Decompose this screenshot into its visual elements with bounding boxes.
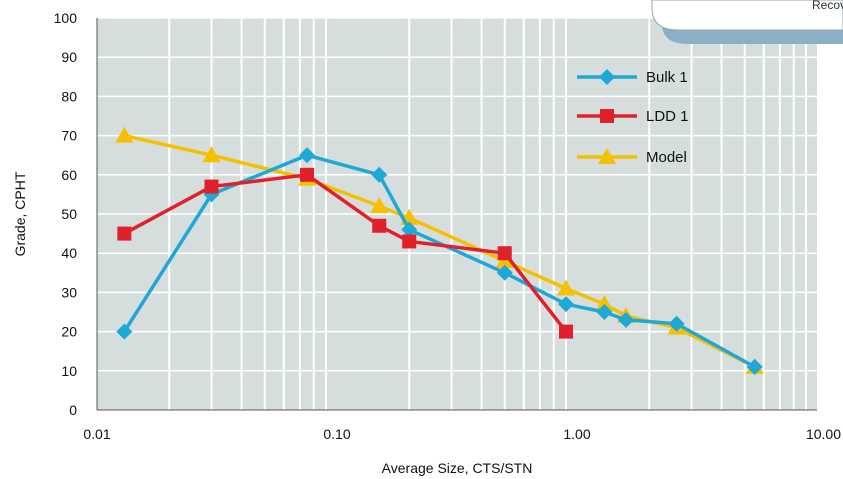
data-point-model: [370, 197, 389, 214]
series-bulk-1: [116, 147, 763, 375]
data-point-bulk-1: [371, 166, 388, 183]
legend-label: Model: [646, 149, 687, 166]
data-point-model: [595, 295, 614, 312]
data-point-ldd-1: [204, 179, 219, 194]
data-point-bulk-1: [617, 311, 634, 328]
legend-marker: [600, 109, 614, 123]
data-point-bulk-1: [668, 315, 685, 332]
x-tick-label: 0.10: [323, 426, 350, 442]
x-tick-label: 1.00: [563, 426, 590, 442]
series-ldd-1: [117, 167, 574, 339]
y-axis-title: Grade, CPHT: [12, 171, 28, 256]
y-tick-label: 40: [61, 245, 77, 261]
data-point-model: [202, 146, 221, 163]
y-tick-label: 60: [61, 167, 77, 183]
data-point-bulk-1: [558, 296, 575, 313]
legend-item: LDD 1: [577, 108, 689, 125]
data-point-bulk-1: [496, 264, 513, 281]
data-point-ldd-1: [402, 234, 417, 249]
data-point-bulk-1: [116, 323, 133, 340]
data-point-bulk-1: [596, 304, 613, 320]
legend-item: Bulk 1: [577, 69, 688, 86]
y-tick-label: 0: [69, 402, 77, 418]
data-point-ldd-1: [300, 167, 315, 182]
x-tick-label: 0.01: [83, 426, 110, 442]
x-tick-label: 10.00: [806, 426, 841, 442]
y-tick-label: 100: [54, 10, 78, 26]
y-tick-label: 50: [61, 206, 77, 222]
data-point-ldd-1: [497, 246, 512, 261]
data-point-bulk-1: [401, 221, 418, 238]
y-tick-label: 80: [61, 88, 77, 104]
legend: Bulk 1 LDD 1 Model: [577, 69, 689, 166]
data-point-ldd-1: [372, 218, 387, 233]
legend-item: Model: [577, 148, 687, 166]
axis-layer: 0 10 20 30 40 50 60 70 80 90 100 0.01 0.10 1.00 10.00: [54, 10, 842, 442]
y-tick-label: 30: [61, 284, 77, 300]
data-point-model: [115, 126, 134, 143]
callout-text: Recov: [812, 0, 843, 12]
legend-marker: [598, 148, 616, 164]
legend-label: LDD 1: [646, 108, 689, 125]
y-tick-label: 70: [61, 128, 77, 144]
callout-box: [651, 0, 843, 31]
data-point-model: [557, 279, 576, 296]
y-tick-label: 10: [61, 363, 77, 379]
series-layer: [115, 126, 764, 375]
x-axis-title: Average Size, CTS/STN: [382, 460, 533, 476]
data-point-bulk-1: [299, 147, 316, 164]
legend-marker: [599, 69, 615, 85]
legend-label: Bulk 1: [646, 69, 688, 86]
grid-layer: [97, 17, 817, 410]
y-tick-label: 90: [61, 49, 77, 65]
data-point-ldd-1: [559, 324, 574, 339]
callout-panel: Recov: [651, 0, 843, 44]
data-point-bulk-1: [746, 358, 763, 375]
y-tick-label: 20: [61, 324, 77, 340]
data-point-ldd-1: [117, 226, 132, 241]
